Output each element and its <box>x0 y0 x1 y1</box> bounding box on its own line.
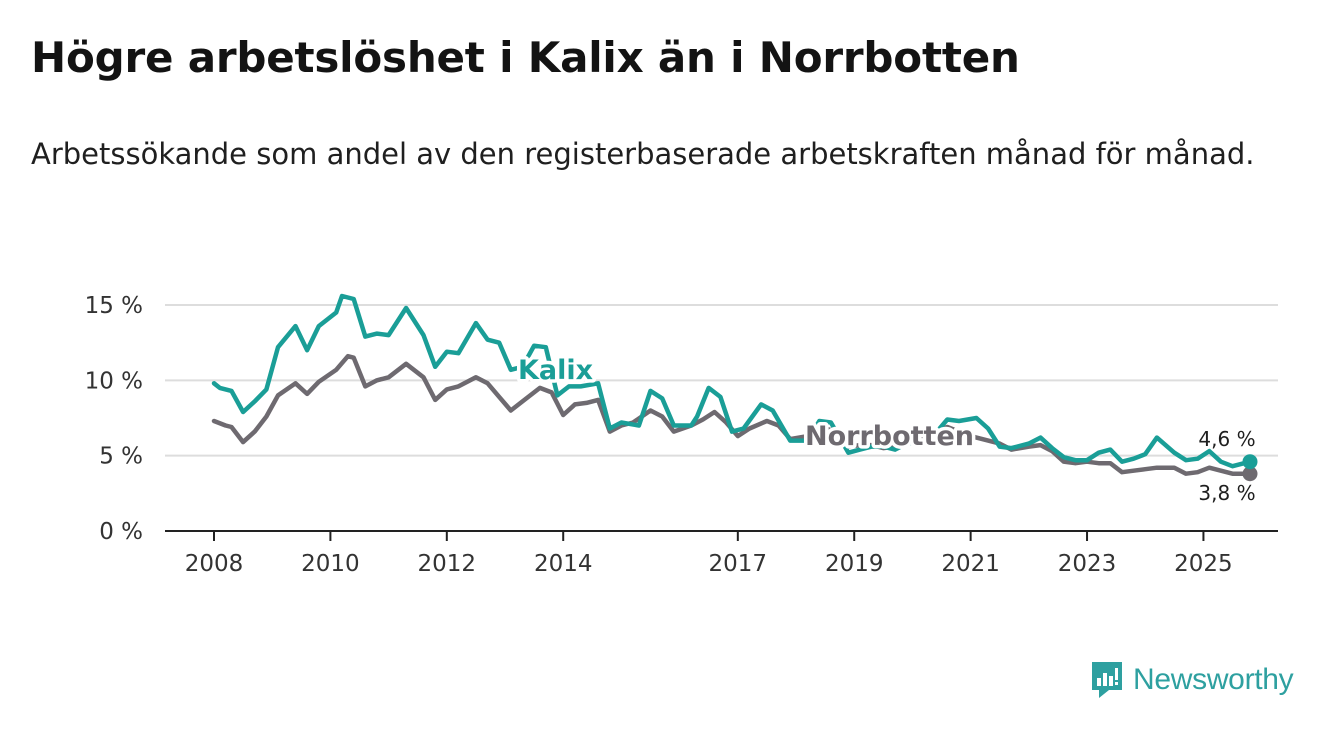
chart-subtitle: Arbetssökande som andel av den registerb… <box>31 137 1255 171</box>
x-tick-label: 2010 <box>301 551 360 577</box>
axes: 0 % 5 % 10 % 15 % 2008 2010 2012 2014 2017 2019 20… <box>85 293 1278 577</box>
end-value-label-kalix: 4,6 % <box>1198 427 1255 451</box>
y-tick-label: 5 % <box>99 444 143 470</box>
x-tick-label: 2012 <box>418 551 477 577</box>
y-tick-label: 15 % <box>85 293 143 319</box>
bar-chart-logo-icon <box>1092 662 1122 698</box>
gridlines <box>165 304 1278 457</box>
series-label-kalix: Kalix <box>518 355 593 386</box>
series-line-norrbotten <box>211 353 1253 476</box>
x-tick-label: 2021 <box>941 551 1000 577</box>
series-labels: Kalix Norrbotten 4,6 % 3,8 % <box>515 352 1256 506</box>
series-lines <box>211 293 1258 482</box>
x-tick-label: 2023 <box>1058 551 1117 577</box>
brand-name: Newsworthy <box>1133 663 1294 696</box>
end-value-label-norrbotten: 3,8 % <box>1198 481 1255 505</box>
x-tick-label: 2014 <box>534 551 593 577</box>
end-point-norrbotten <box>1242 466 1258 482</box>
series-line-kalix <box>211 293 1253 469</box>
chart-title: Högre arbetslöshet i Kalix än i Norrbott… <box>31 33 1020 82</box>
x-tick-label: 2019 <box>825 551 884 577</box>
x-tick-label: 2008 <box>185 551 244 577</box>
y-tick-label: 10 % <box>85 368 143 394</box>
end-point-kalix <box>1242 454 1258 470</box>
y-tick-label: 0 % <box>99 519 143 545</box>
newsworthy-brand[interactable]: Newsworthy <box>1089 660 1294 700</box>
series-label-norrbotten: Norrbotten <box>805 421 974 452</box>
x-tick-label: 2017 <box>709 551 768 577</box>
x-tick-label: 2025 <box>1174 551 1233 577</box>
